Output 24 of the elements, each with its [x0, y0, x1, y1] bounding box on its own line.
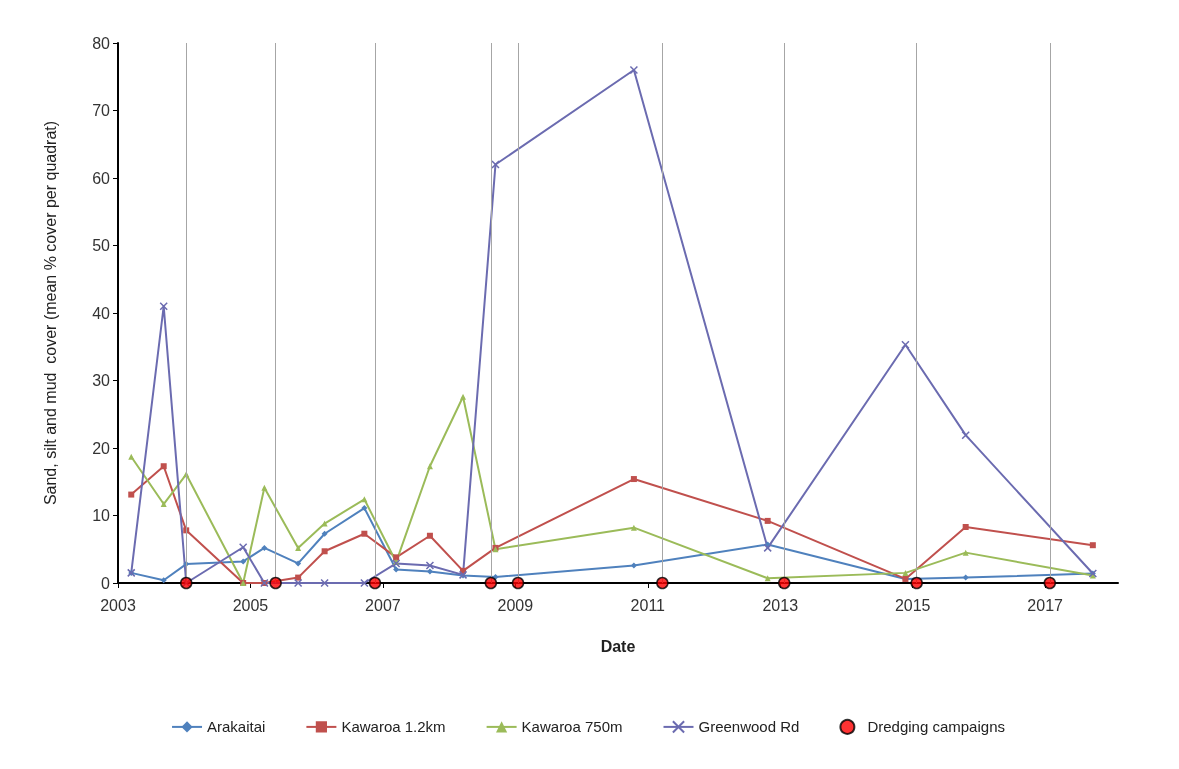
legend-label: Kawaroa 750m [521, 718, 623, 736]
y-tick-label: 80 [92, 34, 111, 52]
x-axis-title: Date [600, 637, 636, 655]
y-tick-label: 20 [92, 439, 111, 457]
legend-label: Kawaroa 1.2km [341, 718, 446, 736]
y-tick-label: 70 [92, 102, 111, 119]
x-tick-label: 2009 [497, 596, 534, 614]
legend-label: Greenwood Rd [698, 718, 800, 736]
x-tick-label: 2005 [232, 596, 269, 614]
x-tick-label: 2015 [894, 596, 931, 614]
x-tick-label: 2017 [1027, 596, 1064, 614]
legend-label: Arakaitai [207, 718, 266, 736]
legend-label: Dredging campaigns [867, 718, 1005, 736]
y-tick-label: 60 [92, 169, 111, 187]
x-tick-label: 2011 [630, 596, 666, 614]
y-tick-label: 10 [92, 507, 111, 524]
y-axis-title: Sand, silt and mud cover (mean % cover per quadrat) [41, 120, 59, 506]
x-tick-label: 2013 [762, 596, 799, 614]
y-tick-label: 0 [101, 574, 111, 592]
y-tick-label: 30 [92, 372, 111, 389]
y-tick-label: 50 [92, 237, 111, 254]
y-tick-label: 40 [92, 304, 111, 322]
x-tick-label: 2003 [100, 596, 136, 614]
x-tick-label: 2007 [365, 596, 401, 614]
